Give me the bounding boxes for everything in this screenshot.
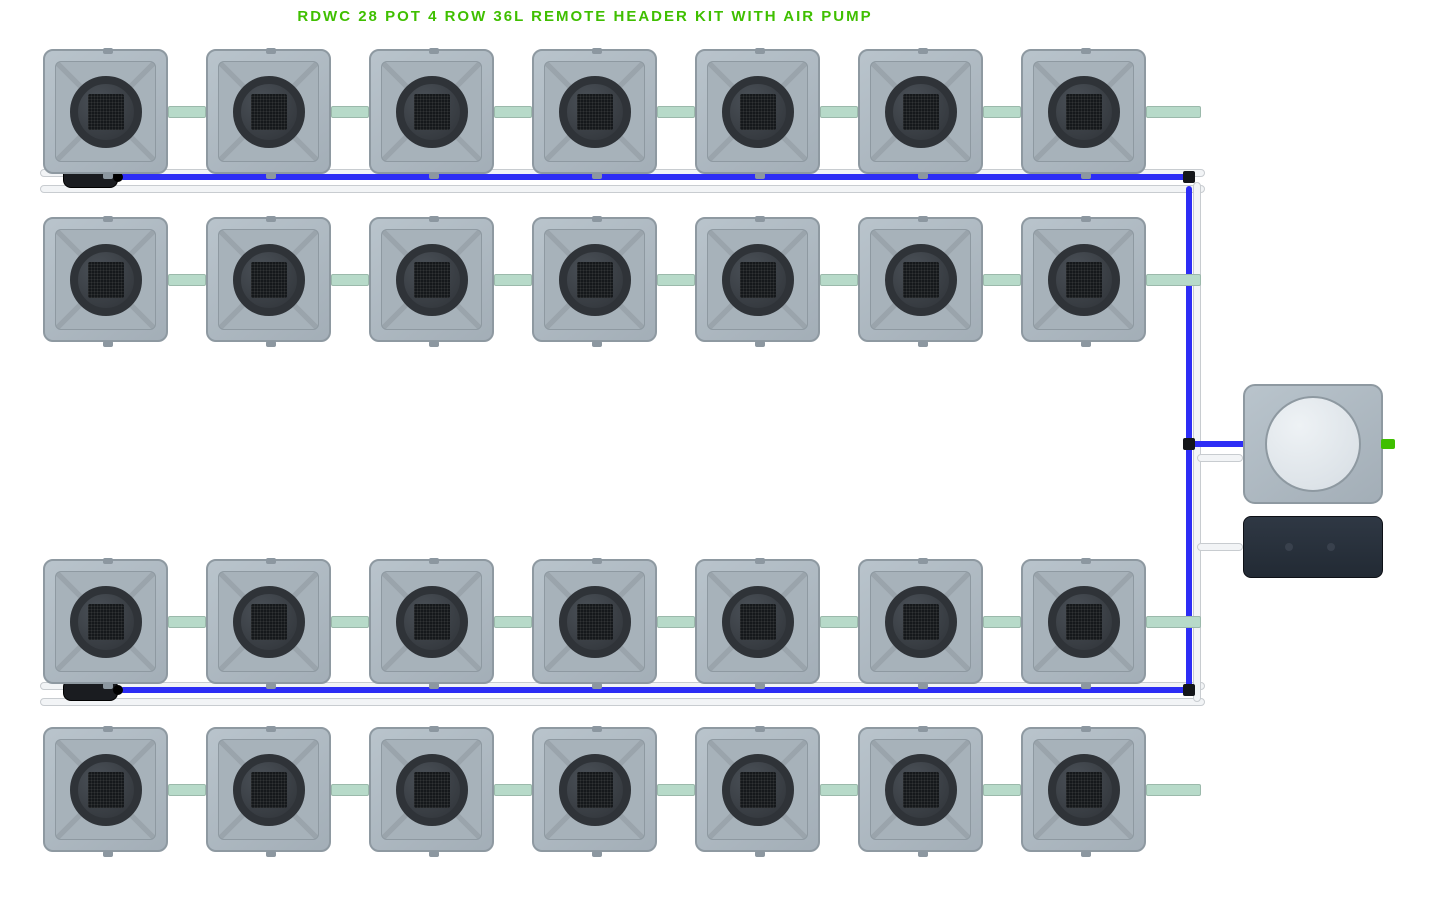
grow-pot bbox=[695, 559, 820, 684]
link-pipe-end bbox=[1146, 784, 1201, 796]
return-pipe bbox=[40, 185, 1205, 193]
grow-pot bbox=[532, 727, 657, 852]
link-pipe bbox=[168, 616, 206, 628]
grow-pot bbox=[858, 217, 983, 342]
grow-pot bbox=[695, 49, 820, 174]
link-pipe bbox=[983, 106, 1021, 118]
grow-pot bbox=[695, 217, 820, 342]
link-pipe bbox=[494, 274, 532, 286]
grow-pot bbox=[532, 49, 657, 174]
link-pipe bbox=[820, 616, 858, 628]
grow-pot bbox=[532, 217, 657, 342]
link-pipe bbox=[331, 106, 369, 118]
link-pipe bbox=[983, 616, 1021, 628]
link-pipe bbox=[331, 784, 369, 796]
link-pipe bbox=[657, 616, 695, 628]
grow-pot bbox=[206, 727, 331, 852]
link-pipe bbox=[331, 274, 369, 286]
grow-pot bbox=[43, 727, 168, 852]
grow-pot bbox=[1021, 49, 1146, 174]
link-pipe bbox=[983, 274, 1021, 286]
grow-pot bbox=[858, 727, 983, 852]
return-pipe bbox=[40, 698, 1205, 706]
grow-pot bbox=[1021, 559, 1146, 684]
grow-pot bbox=[1021, 217, 1146, 342]
return-pipe-to-header bbox=[1197, 454, 1243, 462]
grow-pot bbox=[369, 217, 494, 342]
supply-pipe-branch bbox=[120, 687, 1192, 693]
link-pipe bbox=[494, 106, 532, 118]
pipe-fitting bbox=[1183, 438, 1195, 450]
link-pipe bbox=[983, 784, 1021, 796]
link-pipe bbox=[657, 106, 695, 118]
grow-pot bbox=[858, 49, 983, 174]
link-pipe bbox=[820, 784, 858, 796]
link-pipe bbox=[494, 784, 532, 796]
diagram-canvas: RDWC 28 POT 4 ROW 36L REMOTE HEADER KIT … bbox=[0, 0, 1445, 900]
grow-pot bbox=[206, 559, 331, 684]
grow-pot bbox=[1021, 727, 1146, 852]
grow-pot bbox=[43, 49, 168, 174]
header-tank bbox=[1243, 384, 1383, 504]
supply-pipe-branch bbox=[120, 174, 1192, 180]
grow-pot bbox=[695, 727, 820, 852]
link-pipe bbox=[168, 106, 206, 118]
supply-pipe-to-header bbox=[1186, 441, 1249, 447]
link-pipe-end bbox=[1146, 106, 1201, 118]
link-pipe bbox=[820, 274, 858, 286]
grow-pot bbox=[369, 559, 494, 684]
air-pump bbox=[1243, 516, 1383, 578]
link-pipe bbox=[820, 106, 858, 118]
link-pipe bbox=[494, 616, 532, 628]
pipe-fitting bbox=[1183, 684, 1195, 696]
grow-pot bbox=[206, 49, 331, 174]
diagram-title: RDWC 28 POT 4 ROW 36L REMOTE HEADER KIT … bbox=[0, 8, 1170, 25]
grow-pot bbox=[43, 559, 168, 684]
link-pipe-end bbox=[1146, 274, 1201, 286]
link-pipe bbox=[657, 274, 695, 286]
grow-pot bbox=[858, 559, 983, 684]
link-pipe bbox=[331, 616, 369, 628]
grow-pot bbox=[532, 559, 657, 684]
link-pipe-end bbox=[1146, 616, 1201, 628]
link-pipe bbox=[168, 784, 206, 796]
grow-pot bbox=[369, 727, 494, 852]
link-pipe bbox=[657, 784, 695, 796]
air-line-to-pump bbox=[1197, 543, 1243, 551]
pipe-fitting bbox=[1183, 171, 1195, 183]
grow-pot bbox=[43, 217, 168, 342]
grow-pot bbox=[369, 49, 494, 174]
header-tank-valve bbox=[1381, 439, 1395, 449]
grow-pot bbox=[206, 217, 331, 342]
link-pipe bbox=[168, 274, 206, 286]
